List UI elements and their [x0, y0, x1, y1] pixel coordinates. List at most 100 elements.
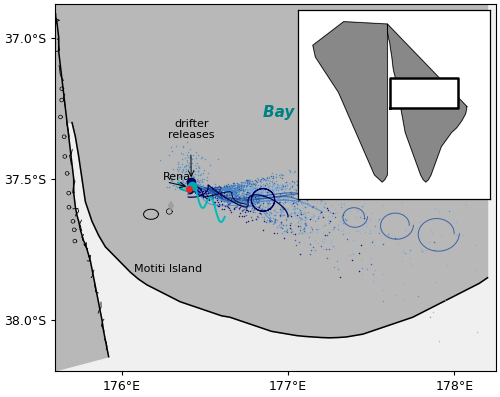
- Point: [229, 188, 237, 194]
- Point: [244, 177, 252, 183]
- Point: [197, 185, 205, 192]
- Point: [318, 192, 326, 198]
- Point: [301, 220, 309, 226]
- Point: [205, 187, 213, 194]
- Point: [223, 183, 231, 190]
- Point: [192, 187, 200, 194]
- Point: [300, 193, 308, 199]
- Point: [198, 191, 206, 197]
- Point: [321, 181, 329, 188]
- Point: [240, 183, 248, 189]
- Point: [392, 171, 400, 177]
- Point: [201, 156, 209, 162]
- Point: [254, 195, 262, 201]
- Point: [250, 207, 258, 214]
- Point: [264, 187, 272, 194]
- Point: [314, 215, 322, 221]
- Point: [253, 186, 261, 193]
- Point: [256, 177, 264, 183]
- Point: [312, 227, 320, 233]
- Point: [296, 222, 304, 229]
- Point: [194, 185, 202, 192]
- Point: [204, 185, 212, 191]
- Point: [228, 198, 236, 204]
- Point: [278, 175, 286, 181]
- Point: [214, 192, 222, 198]
- Point: [268, 210, 276, 216]
- Point: [223, 195, 231, 201]
- Point: [172, 143, 180, 149]
- Point: [224, 198, 232, 204]
- Point: [218, 186, 226, 192]
- Point: [256, 206, 264, 212]
- Point: [246, 180, 254, 186]
- Point: [286, 222, 294, 228]
- Point: [204, 185, 212, 191]
- Point: [310, 211, 318, 218]
- Point: [288, 214, 296, 220]
- Point: [226, 187, 234, 194]
- Point: [292, 195, 300, 201]
- Point: [231, 186, 239, 192]
- Point: [281, 197, 289, 203]
- Point: [282, 183, 290, 189]
- Point: [231, 188, 239, 194]
- Point: [312, 229, 320, 235]
- Point: [252, 187, 260, 193]
- Point: [252, 191, 260, 197]
- Point: [384, 231, 392, 238]
- Point: [254, 193, 262, 200]
- Point: [256, 191, 264, 198]
- Point: [220, 193, 228, 199]
- Point: [233, 196, 241, 202]
- Point: [249, 192, 257, 198]
- Point: [254, 189, 262, 195]
- Point: [321, 193, 329, 199]
- Point: [272, 185, 280, 191]
- Point: [174, 164, 182, 170]
- Point: [297, 209, 305, 216]
- Point: [263, 196, 271, 202]
- Point: [240, 195, 248, 201]
- Point: [204, 186, 212, 192]
- Point: [262, 186, 270, 193]
- Point: [244, 186, 252, 193]
- Point: [219, 185, 227, 191]
- Point: [211, 187, 219, 193]
- Point: [184, 180, 192, 187]
- Point: [268, 199, 276, 206]
- Point: [242, 198, 250, 204]
- Point: [296, 225, 304, 231]
- Point: [430, 247, 438, 253]
- Point: [252, 191, 260, 198]
- Point: [250, 181, 258, 187]
- Point: [215, 194, 223, 200]
- Point: [225, 192, 233, 198]
- Point: [194, 163, 202, 170]
- Point: [220, 185, 228, 192]
- Point: [194, 187, 202, 193]
- Point: [226, 187, 234, 193]
- Point: [222, 187, 230, 193]
- Point: [202, 193, 210, 199]
- Point: [248, 217, 256, 224]
- Point: [209, 185, 217, 192]
- Point: [260, 187, 268, 194]
- Point: [222, 184, 230, 191]
- Point: [234, 193, 242, 199]
- Point: [262, 192, 270, 198]
- Point: [190, 168, 198, 174]
- Point: [296, 224, 304, 230]
- Point: [199, 194, 207, 200]
- Point: [258, 194, 266, 200]
- Point: [218, 185, 226, 192]
- Point: [230, 189, 237, 196]
- Point: [230, 197, 238, 203]
- Point: [184, 185, 192, 192]
- Point: [229, 182, 237, 189]
- Point: [244, 183, 252, 190]
- Point: [251, 177, 259, 184]
- Point: [426, 313, 434, 320]
- Point: [261, 195, 269, 201]
- Point: [308, 217, 316, 223]
